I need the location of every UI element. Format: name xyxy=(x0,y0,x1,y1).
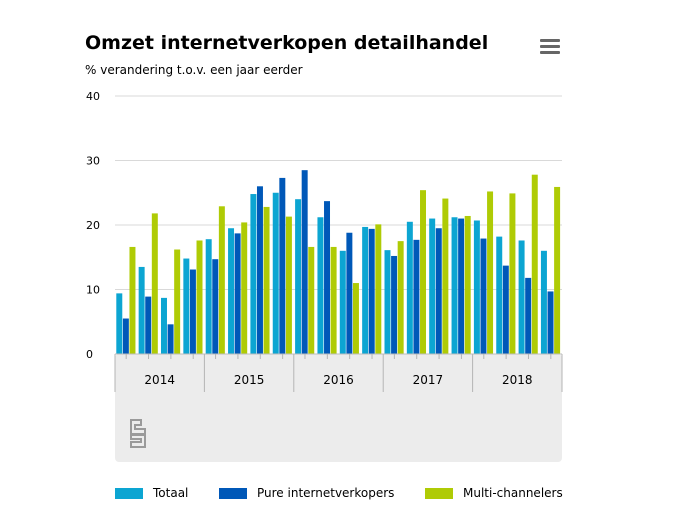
bar[interactable] xyxy=(413,239,420,354)
legend-item-multi-channelers[interactable]: Multi-channelers xyxy=(425,486,563,500)
y-tick-label: 10 xyxy=(86,284,100,297)
bar[interactable] xyxy=(151,213,158,354)
bar[interactable] xyxy=(279,177,286,354)
bar[interactable] xyxy=(205,239,212,354)
y-tick-label: 30 xyxy=(86,155,100,168)
legend-label-totaal: Totaal xyxy=(153,486,189,500)
bar[interactable] xyxy=(308,246,315,354)
bar[interactable] xyxy=(196,240,203,354)
y-tick-label: 0 xyxy=(86,348,93,361)
bar[interactable] xyxy=(531,174,538,354)
bar[interactable] xyxy=(317,217,324,354)
bar[interactable] xyxy=(161,297,167,354)
bar[interactable] xyxy=(263,206,270,354)
bar[interactable] xyxy=(502,265,509,354)
bar[interactable] xyxy=(435,228,442,354)
bar[interactable] xyxy=(352,283,359,354)
bar[interactable] xyxy=(368,228,375,354)
legend-item-totaal[interactable]: Totaal xyxy=(115,486,188,500)
bar[interactable] xyxy=(212,259,219,354)
y-tick-label: 20 xyxy=(86,219,100,232)
bar[interactable] xyxy=(330,246,337,354)
bar[interactable] xyxy=(554,186,561,354)
bar[interactable] xyxy=(346,232,353,354)
bar[interactable] xyxy=(406,221,413,354)
bar[interactable] xyxy=(518,240,525,354)
bar[interactable] xyxy=(272,192,279,354)
bar[interactable] xyxy=(509,193,516,354)
bar[interactable] xyxy=(122,318,129,354)
legend-item-pure-internetverkopers[interactable]: Pure internetverkopers xyxy=(219,486,394,500)
bar[interactable] xyxy=(384,250,391,354)
chart-title: Omzet internetverkopen detailhandel xyxy=(85,32,489,54)
legend-swatch-pure-internetverkopers xyxy=(219,487,247,499)
bar[interactable] xyxy=(256,186,263,354)
bar[interactable] xyxy=(473,220,480,354)
bar[interactable] xyxy=(324,201,331,354)
bars xyxy=(116,170,561,355)
bar[interactable] xyxy=(547,291,554,354)
bar[interactable] xyxy=(285,216,292,354)
bar[interactable] xyxy=(375,224,382,354)
bar[interactable] xyxy=(301,170,308,354)
bar[interactable] xyxy=(464,215,471,354)
bar[interactable] xyxy=(458,218,465,354)
hamburger-menu-icon[interactable] xyxy=(537,36,563,60)
bar[interactable] xyxy=(241,222,248,354)
y-tick-label: 40 xyxy=(86,90,100,103)
chart-subtitle: % verandering t.o.v. een jaar eerder xyxy=(85,63,303,77)
bar[interactable] xyxy=(145,296,152,354)
bar[interactable] xyxy=(525,277,532,354)
bar[interactable] xyxy=(174,249,181,354)
bar[interactable] xyxy=(451,217,458,354)
bar[interactable] xyxy=(339,250,346,354)
bar[interactable] xyxy=(116,293,123,354)
bar[interactable] xyxy=(420,190,426,354)
bar[interactable] xyxy=(496,236,503,354)
legend-label-multi-channelers: Multi-channelers xyxy=(463,486,563,500)
bar[interactable] xyxy=(129,246,136,354)
x-year-label: 2018 xyxy=(502,373,533,387)
y-axis-ticks: 0 10 20 30 40 xyxy=(86,90,100,361)
bar[interactable] xyxy=(397,241,404,355)
x-year-label: 2017 xyxy=(413,373,444,387)
bar[interactable] xyxy=(228,228,235,354)
bar[interactable] xyxy=(429,218,436,354)
bar[interactable] xyxy=(218,206,225,354)
bar-chart: 0 10 20 30 40 2014 2015 2016 2017 2018 xyxy=(86,90,563,462)
legend-swatch-multi-channelers xyxy=(425,487,453,499)
x-year-label: 2016 xyxy=(323,373,354,387)
bar[interactable] xyxy=(362,226,369,354)
bar[interactable] xyxy=(487,191,494,354)
bar[interactable] xyxy=(540,250,547,354)
legend-label-pure-internetverkopers: Pure internetverkopers xyxy=(257,486,395,500)
x-year-label: 2015 xyxy=(234,373,265,387)
bar[interactable] xyxy=(480,238,487,354)
bar[interactable] xyxy=(234,233,241,354)
bar[interactable] xyxy=(442,198,449,354)
bar[interactable] xyxy=(391,255,398,354)
x-axis-panel xyxy=(115,354,562,462)
bar[interactable] xyxy=(189,269,196,355)
x-axis: 2014 2015 2016 2017 2018 xyxy=(114,353,563,392)
bar[interactable] xyxy=(295,199,302,354)
bar[interactable] xyxy=(183,258,190,354)
cbs-logo-icon xyxy=(130,419,146,448)
grid-lines xyxy=(115,95,562,290)
bar[interactable] xyxy=(138,266,145,354)
legend-swatch-totaal xyxy=(115,487,143,499)
x-year-label: 2014 xyxy=(144,373,175,387)
bar[interactable] xyxy=(250,194,257,354)
bar[interactable] xyxy=(167,324,174,354)
